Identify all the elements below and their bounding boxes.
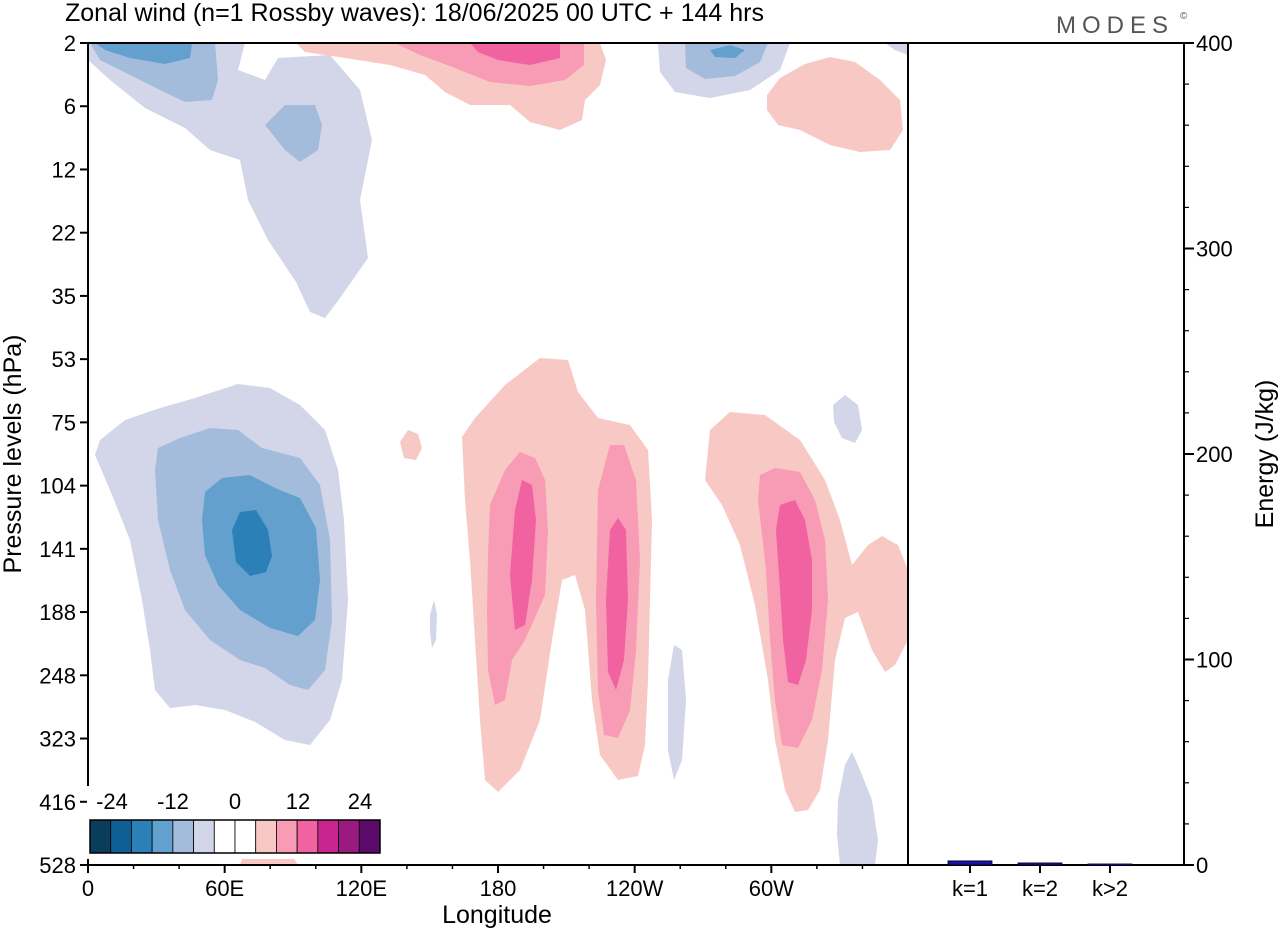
bar-frame xyxy=(907,42,1185,866)
x-tick-label: 120W xyxy=(606,876,664,901)
contour-pos-level2 xyxy=(606,518,628,690)
x-tick-label: 180 xyxy=(480,876,517,901)
contour-neg-level1 xyxy=(265,105,322,162)
chart-title: Zonal wind (n=1 Rossby waves): 18/06/202… xyxy=(65,0,764,27)
colorbar-swatch xyxy=(234,819,257,854)
contour-neg-level3 xyxy=(232,510,272,576)
bar-y-axis-label: Energy (J/kg) xyxy=(1251,380,1279,529)
bar-y-tick-label: 0 xyxy=(1196,853,1208,878)
contour-neg-level0 xyxy=(837,752,878,865)
colorbar-label: 12 xyxy=(286,789,310,814)
bar-y-tick-label: 300 xyxy=(1196,237,1233,262)
x-tick-label: 60E xyxy=(205,876,244,901)
y-tick-label: 2 xyxy=(64,31,76,56)
contour-neg-level0 xyxy=(668,645,686,780)
contour-neg-level0 xyxy=(885,43,908,55)
colorbar-swatch xyxy=(151,819,174,854)
colorbar-label: 24 xyxy=(348,789,372,814)
colorbar-frame xyxy=(89,819,381,854)
x-axis-label: Longitude xyxy=(442,901,552,929)
contour-neg-level0 xyxy=(88,43,372,318)
y-tick-label: 416 xyxy=(39,790,76,815)
y-tick-label: 53 xyxy=(52,347,76,372)
colorbar-swatch xyxy=(358,819,381,854)
x-tick-label: 0 xyxy=(82,876,94,901)
contour-neg-level2 xyxy=(710,45,745,58)
colorbar: -24 -12 0 12 24 xyxy=(87,786,383,859)
x-tick-label: 120E xyxy=(336,876,387,901)
y-tick-label: 141 xyxy=(39,537,76,562)
colorbar-swatch xyxy=(110,819,132,854)
contour-neg-level2 xyxy=(95,43,192,64)
y-tick-label: 75 xyxy=(52,410,76,435)
colorbar-swatch xyxy=(193,819,215,854)
y-tick-label: 188 xyxy=(39,600,76,625)
y-tick-label: 6 xyxy=(64,94,76,119)
heatmap-y-axis: 2 6 12 22 35 53 75 104 141 188 248 323 416 528 xyxy=(39,31,88,878)
bar-y-axis: 0 100 200 300 400 xyxy=(1184,31,1233,878)
contour-neg-level0 xyxy=(833,395,862,443)
energy-bar xyxy=(947,860,993,866)
colorbar-swatch xyxy=(131,819,153,854)
colorbar-swatch xyxy=(317,819,339,854)
colorbar-swatch xyxy=(255,819,277,854)
bar-x-tick-label: k>2 xyxy=(1092,876,1128,901)
modes-logo: MODES xyxy=(1056,12,1174,39)
contour-pos-level0 xyxy=(400,430,422,460)
y-tick-label: 35 xyxy=(52,284,76,309)
contour-pos-level2 xyxy=(510,480,536,630)
contour-pos-level0 xyxy=(767,57,903,152)
bar-y-tick-label: 400 xyxy=(1196,31,1233,56)
colorbar-swatch xyxy=(338,819,360,854)
bar-y-tick-label: 100 xyxy=(1196,648,1233,673)
colorbar-label: -24 xyxy=(96,789,128,814)
colorbar-label: -12 xyxy=(157,789,189,814)
x-tick-label: 60W xyxy=(749,876,794,901)
y-tick-label: 323 xyxy=(39,727,76,752)
contour-pos-level2 xyxy=(470,43,560,65)
y-tick-label: 248 xyxy=(39,663,76,688)
colorbar-swatch xyxy=(213,819,236,854)
colorbar-swatch xyxy=(172,819,194,854)
y-tick-label: 12 xyxy=(52,157,76,182)
bar-series xyxy=(947,860,1133,866)
colorbar-swatch xyxy=(296,819,319,854)
colorbar-swatch xyxy=(276,819,298,854)
bar-y-tick-label: 200 xyxy=(1196,442,1233,467)
y-axis-label: Pressure levels (hPa) xyxy=(0,335,27,574)
heatmap-x-axis: 0 60E 120E 180 120W 60W xyxy=(82,865,864,901)
energy-bar-panel: 0 100 200 300 400 k=1 k=2 k>2 Energy (J/kg) xyxy=(907,31,1279,901)
energy-bar xyxy=(1017,862,1063,866)
colorbar-swatch xyxy=(89,819,112,854)
y-tick-label: 22 xyxy=(52,221,76,246)
colorbar-label: 0 xyxy=(229,789,241,814)
bar-x-tick-label: k=1 xyxy=(952,876,988,901)
contour-neg-level0 xyxy=(430,600,437,648)
logo-mark: © xyxy=(1180,11,1188,22)
bar-x-axis: k=1 k=2 k>2 xyxy=(952,865,1128,901)
contour-pos-level2 xyxy=(776,500,812,685)
heatmap-panel: 2 6 12 22 35 53 75 104 141 188 248 323 416 528 0 60E 12… xyxy=(0,31,909,929)
y-tick-label: 104 xyxy=(39,474,76,499)
contour-neg-level1 xyxy=(685,43,768,79)
y-tick-label: 528 xyxy=(39,853,76,878)
bar-x-tick-label: k=2 xyxy=(1022,876,1058,901)
contour-field xyxy=(88,43,908,865)
